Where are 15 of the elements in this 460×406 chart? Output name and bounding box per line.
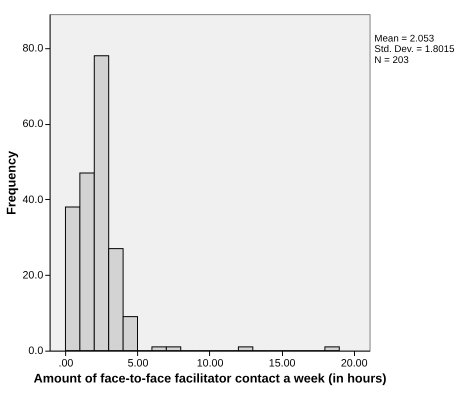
x-tick-label: 20.00 bbox=[340, 358, 368, 370]
y-tick-label: 80.0 bbox=[22, 42, 44, 55]
x-tick-label: 5.00 bbox=[128, 358, 148, 370]
text: Std. Dev. = 1.8015 bbox=[374, 44, 454, 56]
y-tick-label: 40.0 bbox=[22, 194, 44, 206]
text: N = 203 bbox=[374, 54, 409, 66]
y-tick-label: 20.0 bbox=[22, 269, 44, 282]
x-tick-label: 10.00 bbox=[196, 358, 224, 370]
x-axis-title: Amount of face-to-face facilitator contact a week (in hours) bbox=[34, 371, 386, 386]
y-tick-label: 60.0 bbox=[22, 118, 44, 130]
text: Mean = 2.053 bbox=[374, 33, 434, 44]
x-tick-label: 15.00 bbox=[268, 358, 296, 370]
x-tick-label: .00 bbox=[58, 358, 74, 370]
y-tick-label: 0.0 bbox=[28, 345, 44, 358]
y-axis-title: Frequency bbox=[4, 150, 19, 215]
